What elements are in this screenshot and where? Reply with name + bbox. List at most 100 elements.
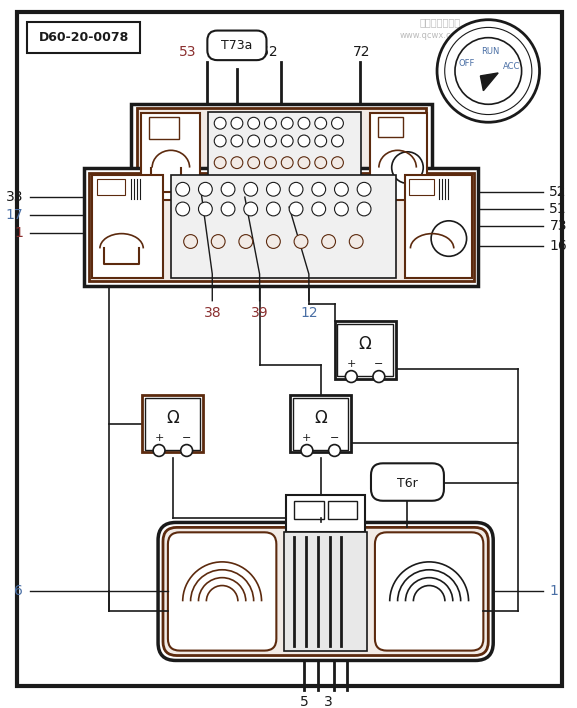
Text: −: − (182, 433, 192, 442)
Circle shape (231, 118, 243, 129)
Text: −: − (330, 433, 339, 442)
Bar (97, 179, 125, 195)
Bar (335, 321, 396, 379)
Bar (137, 108, 426, 205)
Text: +: + (347, 359, 356, 369)
Circle shape (294, 234, 308, 249)
Circle shape (211, 234, 225, 249)
Circle shape (281, 156, 293, 169)
Circle shape (315, 118, 327, 129)
Circle shape (312, 183, 325, 196)
Circle shape (445, 28, 532, 115)
Bar (171, 176, 396, 278)
Bar (143, 395, 204, 452)
Circle shape (315, 135, 327, 147)
Circle shape (183, 234, 197, 249)
Bar (338, 324, 393, 375)
Bar (370, 113, 427, 200)
Circle shape (176, 183, 190, 196)
Text: 51: 51 (549, 202, 567, 216)
Bar (378, 118, 403, 137)
Text: ACC: ACC (503, 62, 520, 71)
Text: +: + (302, 433, 312, 442)
Text: 汽车维修技术网: 汽车维修技术网 (419, 17, 460, 27)
Circle shape (335, 202, 349, 216)
Text: 72: 72 (353, 45, 371, 59)
Circle shape (198, 202, 212, 216)
Circle shape (455, 38, 522, 104)
Circle shape (221, 183, 235, 196)
Text: 53: 53 (179, 45, 196, 59)
Text: 6: 6 (14, 585, 23, 598)
FancyBboxPatch shape (371, 463, 444, 501)
Circle shape (198, 183, 212, 196)
Circle shape (264, 118, 276, 129)
Circle shape (315, 156, 327, 169)
FancyBboxPatch shape (168, 532, 276, 651)
Circle shape (301, 445, 313, 457)
Circle shape (392, 152, 424, 183)
Circle shape (298, 135, 310, 147)
Circle shape (231, 135, 243, 147)
Bar (404, 176, 471, 278)
Bar (286, 495, 365, 532)
Circle shape (267, 234, 280, 249)
Text: OFF: OFF (458, 59, 475, 67)
Circle shape (322, 234, 335, 249)
Text: 12: 12 (300, 307, 318, 321)
Circle shape (373, 371, 385, 382)
FancyBboxPatch shape (158, 523, 493, 661)
Bar (92, 176, 163, 278)
Circle shape (181, 445, 193, 457)
Bar (284, 532, 367, 651)
FancyBboxPatch shape (207, 30, 267, 60)
Circle shape (349, 234, 363, 249)
Circle shape (221, 202, 235, 216)
Text: 62: 62 (260, 45, 278, 59)
Circle shape (281, 135, 293, 147)
Text: D60-20-0078: D60-20-0078 (39, 31, 129, 44)
Circle shape (264, 156, 276, 169)
Text: −: − (374, 359, 384, 369)
Polygon shape (481, 73, 498, 91)
Bar (84, 168, 478, 286)
Text: +: + (155, 433, 164, 442)
Text: Ω: Ω (359, 335, 372, 353)
Circle shape (248, 135, 260, 147)
Circle shape (153, 445, 165, 457)
Circle shape (332, 135, 343, 147)
Text: 1: 1 (14, 226, 23, 239)
Circle shape (312, 202, 325, 216)
Bar (141, 113, 200, 200)
Circle shape (267, 183, 280, 196)
FancyBboxPatch shape (375, 532, 484, 651)
Circle shape (289, 183, 303, 196)
Circle shape (248, 118, 260, 129)
Circle shape (214, 118, 226, 129)
Text: www.qcwx.com: www.qcwx.com (400, 31, 464, 40)
Circle shape (357, 202, 371, 216)
Bar (27, 22, 140, 53)
Bar (149, 118, 179, 139)
Bar (132, 103, 432, 210)
Circle shape (289, 202, 303, 216)
Circle shape (248, 156, 260, 169)
Bar (145, 398, 200, 450)
Circle shape (231, 156, 243, 169)
Text: 38: 38 (204, 307, 221, 321)
Text: 52: 52 (549, 185, 567, 199)
Bar (293, 398, 349, 450)
Bar (410, 179, 434, 195)
Text: 16: 16 (549, 239, 567, 253)
Text: 39: 39 (251, 307, 268, 321)
Bar (294, 501, 324, 518)
Circle shape (332, 118, 343, 129)
Circle shape (214, 156, 226, 169)
Bar (328, 501, 357, 518)
Text: 3: 3 (324, 695, 333, 708)
Bar (89, 173, 474, 281)
Circle shape (431, 221, 467, 256)
Text: 1: 1 (549, 585, 559, 598)
Text: 5: 5 (299, 695, 308, 708)
Circle shape (298, 118, 310, 129)
